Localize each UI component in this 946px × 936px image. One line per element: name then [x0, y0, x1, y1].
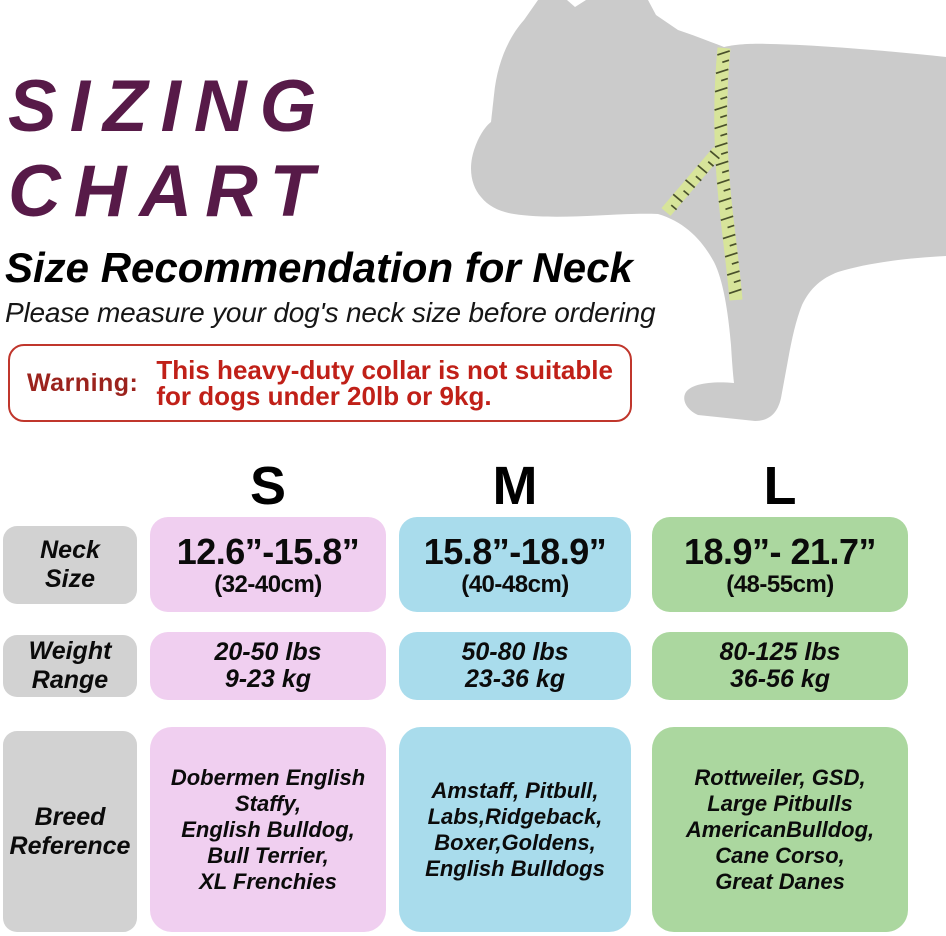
- warning-label: Warning:: [27, 368, 139, 397]
- warning-message: This heavy-duty collar is not suitable f…: [156, 355, 613, 411]
- dog-silhouette-graphic: [471, 0, 946, 421]
- cell-breed-reference-m: Amstaff, Pitbull, Labs,Ridgeback, Boxer,…: [399, 727, 631, 932]
- neck-size-inches-l: 18.9”- 21.7”: [683, 530, 877, 572]
- cell-neck-size-m: 15.8”-18.9” (40-48cm): [399, 517, 631, 612]
- size-header-l: L: [763, 456, 797, 516]
- tape-tick-marks-branch: [670, 150, 720, 211]
- tape-tick-marks-main: [714, 50, 742, 295]
- row-label-neck-size: Neck Size: [3, 526, 137, 604]
- cell-weight-range-s: 20-50 lbs 9-23 kg: [150, 632, 386, 700]
- neck-size-cm-m: (40-48cm): [461, 570, 569, 598]
- row-label-breed-reference: Breed Reference: [3, 731, 137, 932]
- cell-weight-range-m: 50-80 lbs 23-36 kg: [399, 632, 631, 700]
- dog-silhouette: [471, 0, 946, 421]
- row-label-weight-range: Weight Range: [3, 635, 137, 697]
- neck-size-inches-s: 12.6”-15.8”: [176, 530, 360, 572]
- size-header-s: S: [249, 456, 287, 516]
- cell-neck-size-l: 18.9”- 21.7” (48-55cm): [652, 517, 908, 612]
- cell-breed-reference-l: Rottweiler, GSD, Large Pitbulls American…: [652, 727, 908, 932]
- neck-size-cm-l: (48-55cm): [726, 570, 834, 598]
- neck-size-inches-m: 15.8”-18.9”: [423, 530, 607, 572]
- cell-weight-range-l: 80-125 lbs 36-56 kg: [652, 632, 908, 700]
- warning-box: Warning: This heavy-duty collar is not s…: [8, 344, 632, 422]
- neck-size-cm-s: (32-40cm): [214, 570, 322, 598]
- cell-neck-size-s: 12.6”-15.8” (32-40cm): [150, 517, 386, 612]
- cell-breed-reference-s: Dobermen English Staffy, English Bulldog…: [150, 727, 386, 932]
- size-header-m: M: [492, 456, 538, 516]
- measurement-note: Please measure your dog's neck size befo…: [5, 297, 656, 328]
- measuring-tape-branch: [661, 147, 723, 216]
- subtitle: Size Recommendation for Neck: [5, 244, 633, 291]
- page-title: SIZING CHART: [8, 66, 330, 232]
